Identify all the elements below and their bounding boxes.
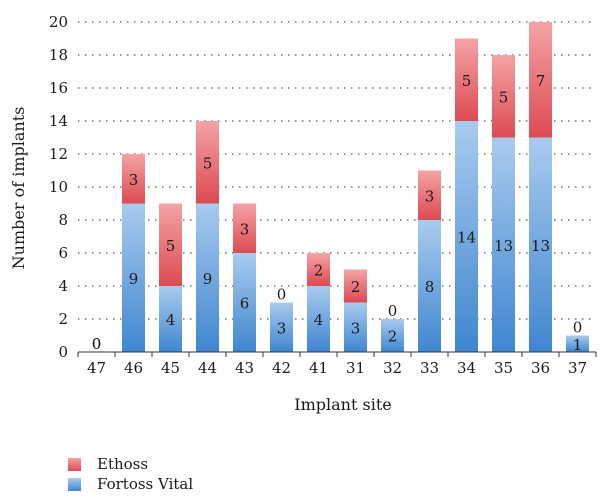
y-tick-label: 8 (58, 211, 68, 229)
legend-item-fortoss-vital: Fortoss Vital (68, 474, 193, 494)
x-tick-label: 33 (420, 359, 439, 377)
x-tick-label: 44 (198, 359, 217, 377)
data-label: 3 (240, 220, 250, 238)
y-tick-label: 10 (49, 178, 68, 196)
bar-ethoss (307, 253, 330, 286)
x-tick-label: 35 (494, 359, 513, 377)
y-tick-label: 2 (58, 310, 68, 328)
y-tick-label: 18 (49, 46, 68, 64)
data-label: 13 (494, 237, 513, 255)
bar-ethoss (492, 55, 515, 138)
x-tick-label: 43 (235, 359, 254, 377)
bar-ethoss (159, 203, 182, 286)
data-label: 9 (129, 270, 139, 288)
bar-ethoss (344, 269, 367, 303)
data-label: 5 (499, 88, 509, 106)
bar-fortoss-vital (159, 286, 182, 352)
bar-fortoss-vital (122, 203, 145, 352)
x-tick-label: 32 (383, 359, 402, 377)
data-label: 14 (457, 229, 476, 247)
bar-fortoss-vital (307, 286, 330, 352)
data-label: 0 (92, 335, 102, 353)
x-tick-label: 34 (457, 359, 476, 377)
x-tick-label: 47 (87, 359, 106, 377)
data-label: 6 (240, 295, 250, 313)
data-label: 4 (166, 311, 176, 329)
data-label: 7 (536, 72, 546, 90)
data-label: 5 (166, 237, 176, 255)
data-label: 0 (388, 302, 398, 320)
bar-fortoss-vital (529, 137, 552, 352)
data-label: 2 (314, 262, 324, 280)
gridlines (78, 21, 596, 320)
bar-ethoss (418, 170, 441, 220)
bar-ethoss (233, 203, 256, 253)
legend-label-ethoss: Ethoss (97, 455, 149, 473)
x-tick-label: 41 (309, 359, 328, 377)
bar-fortoss-vital (566, 335, 589, 352)
bar-fortoss-vital (270, 302, 293, 352)
legend-swatch-ethoss (68, 457, 81, 471)
data-label: 0 (92, 335, 102, 353)
data-label: 3 (129, 171, 139, 189)
data-label: 2 (351, 278, 361, 296)
y-axis-title: Number of implants (9, 107, 28, 270)
bar-fortoss-vital (418, 220, 441, 352)
y-tick-label: 6 (58, 244, 68, 262)
y-tick-label: 0 (58, 343, 68, 361)
x-axis-title: Implant site (294, 395, 391, 414)
bar-ethoss (529, 22, 552, 138)
bars (122, 22, 589, 352)
data-label: 0 (277, 286, 287, 304)
y-tick-label: 12 (49, 145, 68, 163)
legend-swatch-fortoss-vital (68, 477, 81, 491)
bar-ethoss (455, 38, 478, 121)
data-label: 3 (351, 319, 361, 337)
data-label: 3 (425, 187, 435, 205)
x-tick-label: 46 (124, 359, 143, 377)
bar-fortoss-vital (344, 302, 367, 352)
bar-ethoss (122, 154, 145, 204)
y-tick-label: 16 (49, 79, 68, 97)
data-label: 9 (203, 270, 213, 288)
x-tick-label: 45 (161, 359, 180, 377)
y-tick-label: 14 (49, 112, 68, 130)
legend-item-ethoss: Ethoss (68, 454, 148, 474)
y-tick-label: 4 (58, 277, 68, 295)
data-label: 0 (573, 319, 583, 337)
data-label: 8 (425, 278, 435, 296)
data-label: 3 (277, 319, 287, 337)
bar-ethoss (196, 121, 219, 204)
bar-fortoss-vital (381, 319, 404, 352)
legend-label-fortoss-vital: Fortoss Vital (97, 475, 194, 493)
bar-fortoss-vital (492, 137, 515, 352)
x-tick-label: 36 (531, 359, 550, 377)
bar-fortoss-vital (455, 121, 478, 352)
x-tick-label: 37 (568, 359, 587, 377)
data-label: 5 (203, 154, 213, 172)
bar-fortoss-vital (233, 253, 256, 352)
x-tick-label: 31 (346, 359, 365, 377)
bar-fortoss-vital (196, 203, 219, 352)
data-label: 5 (462, 72, 472, 90)
data-label: 4 (314, 311, 324, 329)
data-label: 1 (573, 336, 583, 354)
x-tick-label: 42 (272, 359, 291, 377)
data-label: 13 (531, 237, 550, 255)
data-label: 2 (388, 328, 398, 346)
y-tick-label: 20 (49, 13, 68, 31)
